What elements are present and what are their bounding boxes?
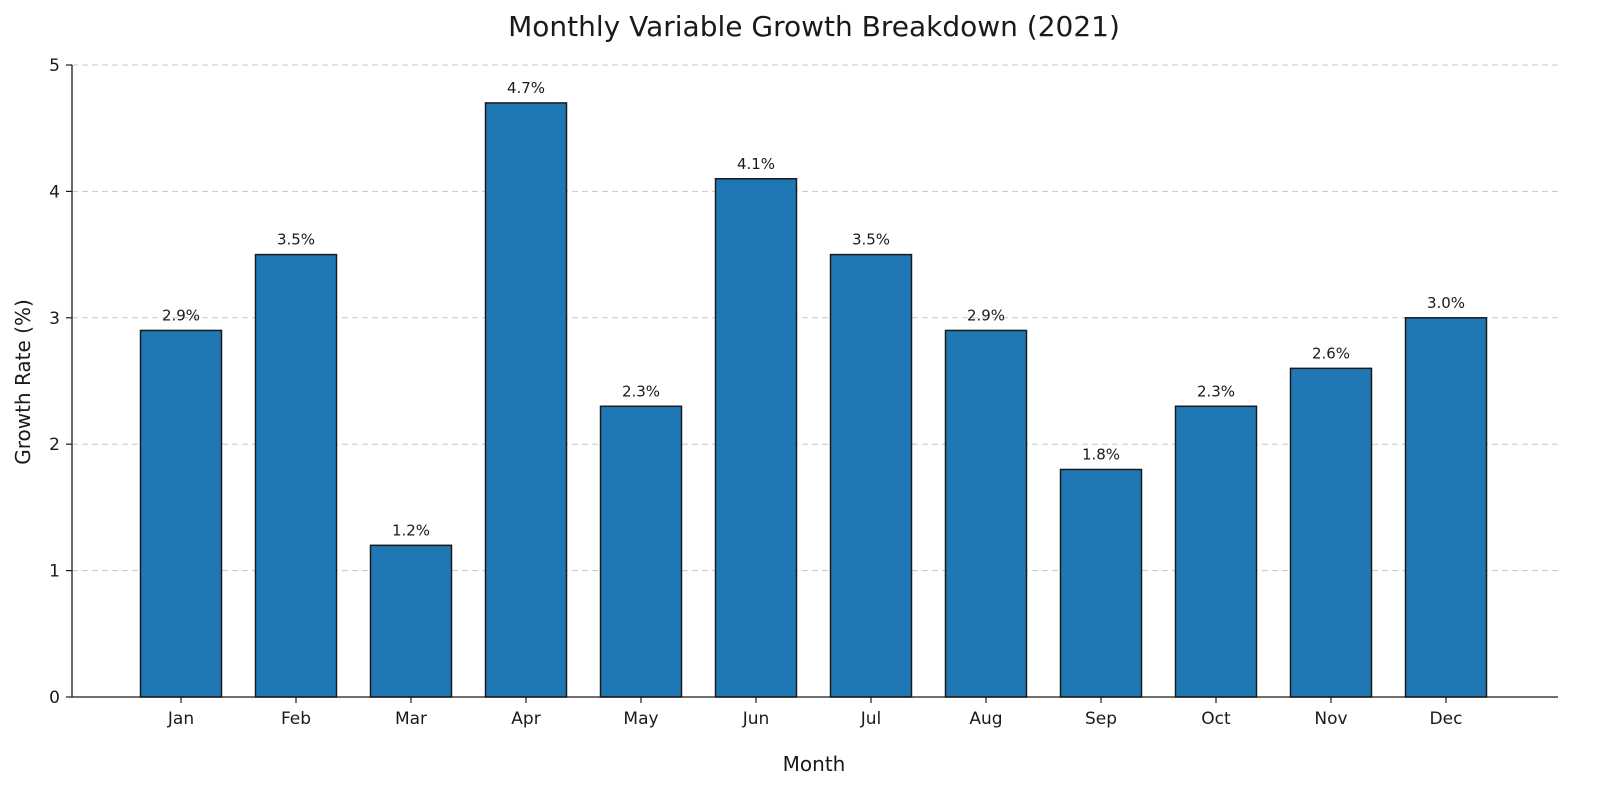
x-tick-label-jan: Jan (167, 709, 194, 729)
y-tick-label-3: 3 (49, 309, 60, 329)
x-tick-label-apr: Apr (511, 709, 540, 729)
y-axis-ticks: 0 1 2 3 4 5 (49, 56, 72, 708)
x-axis-ticks: Jan Feb Mar Apr May Jun Jul Aug Sep Oct Nov Dec (167, 697, 1463, 729)
data-labels: 2.9% 3.5% 1.2% 4.7% 2.3% 4.1% 3.5% 2.9% 1.8% 2.3%… (162, 79, 1465, 539)
data-label-oct: 2.3% (1197, 382, 1235, 400)
y-tick-label-5: 5 (49, 56, 60, 76)
x-tick-label-jun: Jun (742, 709, 770, 729)
axes (71, 65, 1558, 698)
x-tick-label-mar: Mar (395, 709, 427, 729)
bar-feb (254, 253, 338, 698)
data-label-jan: 2.9% (162, 306, 200, 324)
data-label-sep: 1.8% (1082, 445, 1120, 463)
data-label-apr: 4.7% (507, 79, 545, 97)
data-label-mar: 1.2% (392, 521, 430, 539)
x-tick-label-jul: Jul (860, 709, 882, 729)
y-axis-label: Growth Rate (%) (11, 299, 35, 465)
x-tick-label-sep: Sep (1085, 709, 1117, 729)
bar-oct (1174, 405, 1258, 698)
x-tick-label-nov: Nov (1314, 709, 1347, 729)
data-label-feb: 3.5% (277, 231, 315, 249)
gridlines (72, 64, 1558, 572)
y-tick-label-2: 2 (49, 435, 60, 455)
x-tick-label-may: May (623, 709, 658, 729)
bar-may (599, 405, 683, 698)
bar-apr (484, 102, 568, 698)
chart-title: Monthly Variable Growth Breakdown (2021) (508, 10, 1120, 43)
bar-nov (1289, 367, 1373, 698)
data-label-dec: 3.0% (1427, 294, 1465, 312)
bar-aug (944, 329, 1028, 698)
bar-jun (714, 178, 798, 698)
data-label-jun: 4.1% (737, 155, 775, 173)
data-label-may: 2.3% (622, 382, 660, 400)
bar-dec (1404, 317, 1488, 698)
x-axis-label: Month (783, 752, 846, 776)
y-tick-label-1: 1 (49, 562, 60, 582)
data-label-jul: 3.5% (852, 231, 890, 249)
x-tick-label-feb: Feb (281, 709, 311, 729)
x-tick-label-dec: Dec (1430, 709, 1463, 729)
data-label-aug: 2.9% (967, 306, 1005, 324)
bars (139, 102, 1488, 698)
y-tick-label-0: 0 (49, 688, 60, 708)
bar-jul (829, 253, 913, 698)
x-tick-label-aug: Aug (969, 709, 1002, 729)
bar-jan (139, 329, 223, 698)
bar-sep (1059, 468, 1143, 698)
data-label-nov: 2.6% (1312, 344, 1350, 362)
y-tick-label-4: 4 (49, 182, 60, 202)
x-tick-label-oct: Oct (1201, 709, 1231, 729)
bar-mar (369, 544, 453, 698)
